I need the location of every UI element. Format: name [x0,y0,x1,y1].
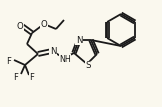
Text: NH: NH [59,54,71,63]
Text: O: O [41,19,47,28]
Text: S: S [85,62,91,71]
Text: O: O [17,22,23,30]
Text: F: F [7,56,12,65]
Text: N: N [76,36,82,45]
Text: F: F [29,74,35,82]
Text: N: N [50,47,56,56]
Text: F: F [14,73,18,82]
